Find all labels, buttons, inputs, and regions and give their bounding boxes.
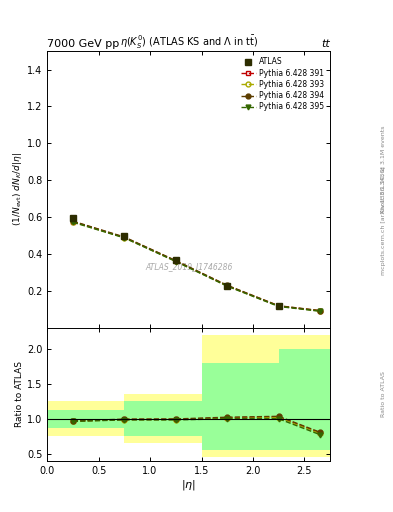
Legend: ATLAS, Pythia 6.428 391, Pythia 6.428 393, Pythia 6.428 394, Pythia 6.428 395: ATLAS, Pythia 6.428 391, Pythia 6.428 39… [238,55,326,114]
Text: tt: tt [321,38,330,49]
X-axis label: $|\eta|$: $|\eta|$ [181,478,196,493]
Y-axis label: $(1/N_{\rm evt})$ $dN_K/d|\eta|$: $(1/N_{\rm evt})$ $dN_K/d|\eta|$ [11,153,24,226]
Text: Ratio to ATLAS: Ratio to ATLAS [381,371,386,417]
Text: Rivet 3.1.10, ≥ 3.1M events: Rivet 3.1.10, ≥ 3.1M events [381,125,386,212]
Text: mcplots.cern.ch [arXiv:1306.3436]: mcplots.cern.ch [arXiv:1306.3436] [381,166,386,274]
Title: $\eta(K^0_S)$ (ATLAS KS and $\Lambda$ in t$\bar{\rm t}$): $\eta(K^0_S)$ (ATLAS KS and $\Lambda$ in… [119,34,258,51]
Text: ATLAS_2019_I1746286: ATLAS_2019_I1746286 [145,262,232,271]
Y-axis label: Ratio to ATLAS: Ratio to ATLAS [15,361,24,427]
Text: 7000 GeV pp: 7000 GeV pp [47,38,119,49]
